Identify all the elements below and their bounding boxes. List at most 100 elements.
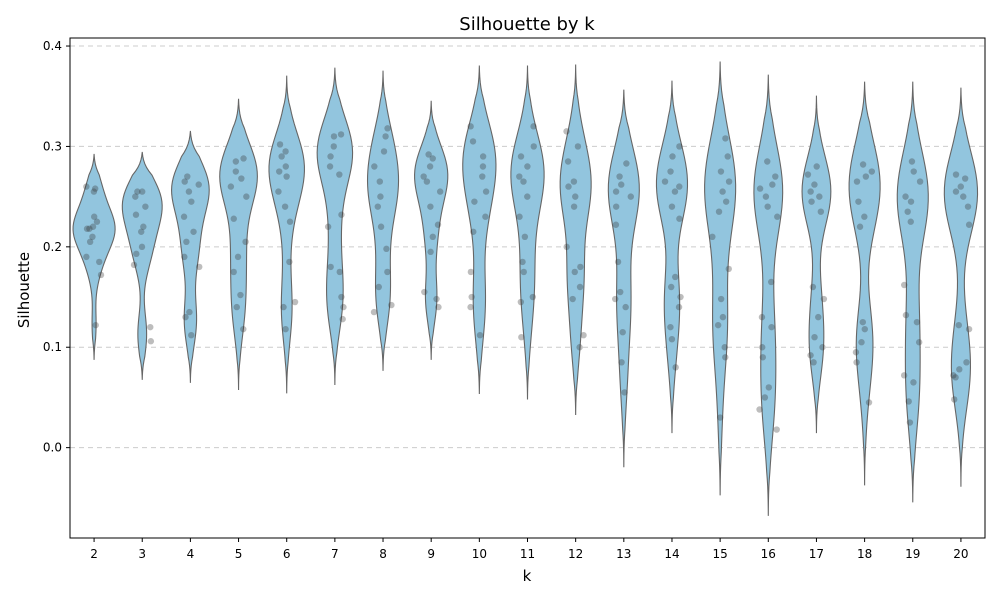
data-point [807, 188, 814, 195]
data-point [719, 313, 727, 321]
data-point [479, 173, 486, 180]
data-point [667, 168, 674, 175]
x-tick-label: 6 [283, 547, 291, 561]
data-point [952, 374, 959, 381]
data-point [240, 155, 247, 162]
data-point [756, 185, 764, 192]
data-point [196, 263, 203, 271]
x-axis-ticks: 2 3 4 5 6 7 8 9 10 11 12 13 14 15 16 17 18 19 20 [90, 538, 969, 561]
data-point [276, 141, 284, 148]
data-point [774, 213, 781, 220]
x-tick-label: 19 [905, 547, 920, 561]
data-point [576, 283, 584, 291]
data-point [853, 178, 861, 185]
violin-k12 [559, 64, 592, 416]
x-tick-label: 14 [664, 547, 679, 561]
data-point [721, 344, 728, 351]
data-point [281, 203, 289, 210]
data-point [482, 213, 489, 220]
data-point [722, 198, 730, 205]
data-point [904, 208, 911, 215]
data-point [427, 203, 434, 210]
x-tick-label: 5 [235, 547, 243, 561]
data-point [142, 203, 149, 210]
data-point [283, 173, 290, 180]
violin-k17 [801, 95, 832, 434]
data-point [964, 203, 972, 210]
data-point [955, 321, 962, 329]
data-point [97, 271, 105, 279]
data-point [862, 173, 870, 180]
data-point [759, 344, 766, 351]
violin-k8 [366, 70, 400, 371]
violin-k19 [896, 81, 929, 503]
data-point [282, 148, 289, 155]
data-point [758, 313, 766, 321]
data-point [383, 245, 390, 253]
data-point [577, 263, 584, 271]
data-point [859, 318, 867, 326]
data-point [516, 173, 523, 180]
data-point [184, 173, 191, 180]
data-point [530, 143, 537, 150]
data-point [89, 233, 96, 240]
data-point [182, 313, 189, 321]
data-point [717, 295, 725, 303]
data-point [482, 188, 490, 195]
data-point [520, 178, 527, 185]
data-point [280, 303, 287, 311]
data-point [965, 325, 973, 333]
x-tick-label: 17 [809, 547, 824, 561]
data-point [529, 293, 537, 301]
data-point [714, 321, 722, 329]
x-tick-label: 9 [427, 547, 435, 561]
data-point [804, 171, 812, 178]
data-point [468, 293, 475, 301]
x-tick-label: 8 [379, 547, 387, 561]
data-point [676, 183, 683, 190]
data-point [773, 426, 780, 433]
data-point [232, 158, 240, 165]
data-point [388, 301, 395, 309]
data-point [761, 394, 769, 401]
data-point [230, 215, 237, 222]
data-point [243, 193, 250, 200]
x-tick-label: 7 [331, 547, 339, 561]
data-point [910, 168, 917, 175]
x-tick-label: 4 [187, 547, 195, 561]
data-point [617, 288, 624, 296]
data-point [524, 193, 531, 200]
data-point [338, 211, 345, 218]
data-point [426, 163, 434, 170]
data-point [809, 283, 817, 291]
data-point [233, 303, 240, 311]
data-point [612, 221, 620, 228]
data-point [521, 233, 529, 240]
data-point [907, 198, 915, 205]
data-point [376, 178, 383, 185]
data-point [138, 228, 145, 235]
data-point [810, 359, 817, 366]
data-point [618, 359, 625, 366]
violin-k3 [121, 151, 163, 380]
data-point [765, 384, 772, 391]
y-tick-label: 0.2 [43, 240, 62, 254]
data-point [83, 183, 90, 190]
data-point [92, 321, 99, 329]
data-point [952, 188, 960, 195]
data-point [230, 268, 237, 276]
violin-k15 [704, 61, 737, 496]
data-point [520, 268, 527, 276]
chart-title: Silhouette by k [459, 14, 595, 35]
data-point [186, 308, 193, 316]
y-axis-ticks: 0.0 0.1 0.2 0.3 0.4 [43, 39, 70, 455]
data-point [337, 131, 345, 138]
data-point [816, 193, 823, 200]
data-point [676, 143, 683, 150]
violin-k9 [414, 100, 449, 360]
data-point [950, 372, 957, 379]
data-point [435, 303, 442, 311]
x-tick-label: 13 [616, 547, 631, 561]
data-point [190, 228, 197, 235]
data-point [183, 238, 190, 246]
